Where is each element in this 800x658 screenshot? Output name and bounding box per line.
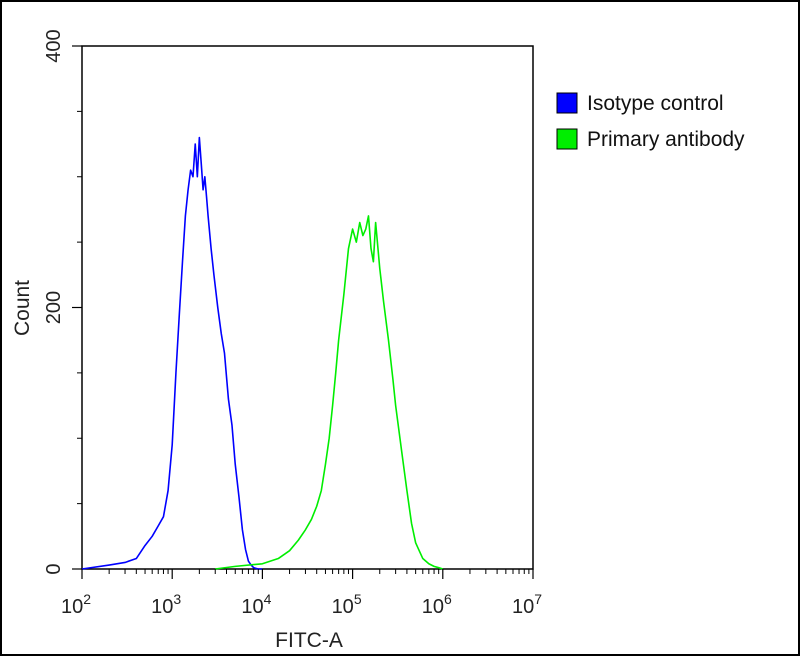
plot-area <box>81 45 534 570</box>
x-axis: 102 103 104 105 106 107 <box>61 569 542 618</box>
x-tick-label: 103 <box>151 591 181 618</box>
x-minor-ticks <box>108 569 530 574</box>
x-tick-label: 107 <box>512 591 542 618</box>
series-line-primary-antibody <box>215 215 444 570</box>
series-line-isotype-control <box>81 136 263 570</box>
x-tick-label: 102 <box>61 591 91 618</box>
legend-label-primary-antibody: Primary antibody <box>587 128 745 151</box>
y-tick-label: 200 <box>43 291 65 324</box>
y-tick-label: 400 <box>43 29 65 62</box>
legend-swatch-isotype-control <box>556 92 578 114</box>
x-tick-label: 106 <box>422 591 452 618</box>
legend: Isotype control Primary antibody <box>556 92 745 151</box>
x-axis-label: FITC-A <box>275 629 343 652</box>
series-curves <box>81 136 444 570</box>
y-axis: 0 200 400 <box>43 29 82 575</box>
legend-label-isotype-control: Isotype control <box>587 92 724 115</box>
legend-swatch-primary-antibody <box>556 128 578 150</box>
y-axis-label: Count <box>11 280 34 336</box>
x-tick-label: 104 <box>241 591 271 618</box>
x-tick-label: 105 <box>332 591 362 618</box>
y-tick-label: 0 <box>43 563 65 574</box>
